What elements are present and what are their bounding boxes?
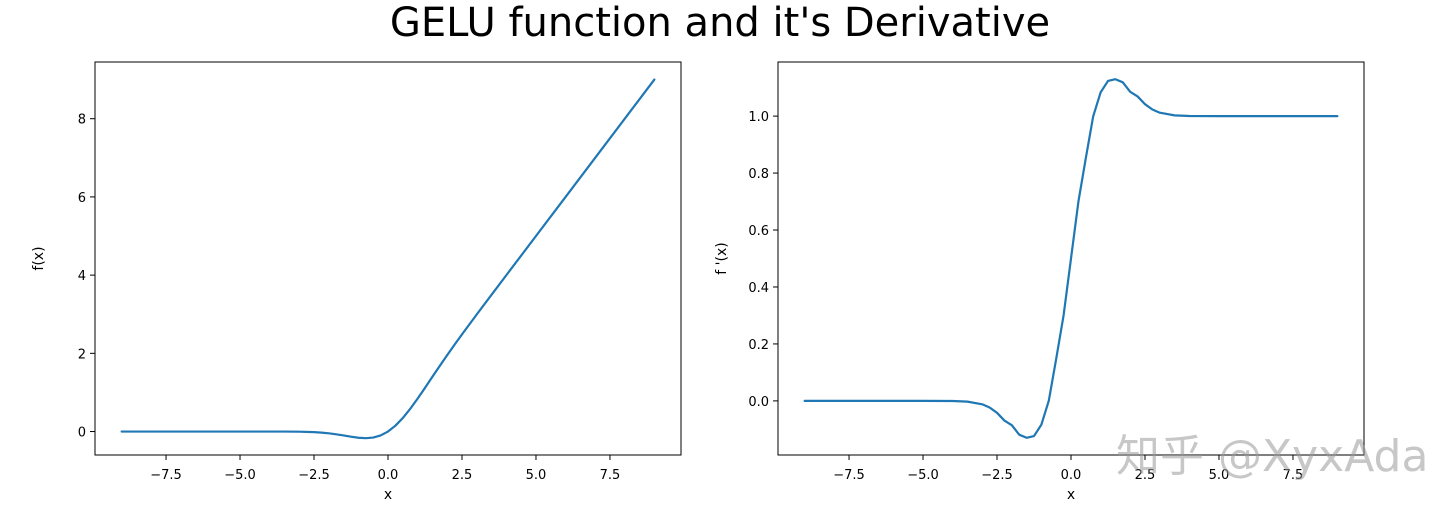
y-tick-label: 0.0 xyxy=(748,395,769,410)
y-axis-label: f '(x) xyxy=(714,242,730,274)
x-tick-label: −2.5 xyxy=(298,468,330,483)
gelu-derivative-chart: −7.5 −5.0 −2.5 0.0 2.5 5.0 7.5 0.0 0.2 0.4 0.6 0.8 1… xyxy=(714,61,1365,503)
x-axis-label: x xyxy=(1067,487,1075,503)
x-tick-label: 5.0 xyxy=(526,468,547,483)
y-tick-label: 2 xyxy=(78,347,86,362)
y-axis-label: f(x) xyxy=(31,246,47,270)
x-tick-label: 7.5 xyxy=(600,468,621,483)
x-tick-label: 0.0 xyxy=(1061,468,1082,483)
x-tick-label: −5.0 xyxy=(224,468,256,483)
y-tick-label: 0.6 xyxy=(748,224,769,239)
y-tick-label: 8 xyxy=(78,113,86,128)
y-tick-label: 0 xyxy=(78,426,86,441)
x-tick-label: −7.5 xyxy=(150,468,182,483)
series-line-0 xyxy=(120,78,656,440)
x-tick-label: −7.5 xyxy=(833,468,865,483)
x-axis-label: x xyxy=(384,487,392,503)
y-tick-label: 0.4 xyxy=(748,281,769,296)
x-tick-label: −5.0 xyxy=(907,468,939,483)
series-line-0 xyxy=(803,78,1339,439)
y-tick-label: 0.2 xyxy=(748,338,769,353)
x-tick-label: 0.0 xyxy=(378,468,399,483)
gelu-function-chart: −7.5 −5.0 −2.5 0.0 2.5 5.0 7.5 0 2 4 6 8 x f(x) xyxy=(31,61,682,503)
plot-frame xyxy=(94,61,682,456)
x-tick-label: −2.5 xyxy=(981,468,1013,483)
x-tick-label: 2.5 xyxy=(452,468,473,483)
watermark-text: 知乎 @XyxAda xyxy=(1116,431,1428,482)
x-tick-label: 7.5 xyxy=(1283,468,1304,483)
y-tick-label: 1.0 xyxy=(748,110,769,125)
figure-title: GELU function and it's Derivative xyxy=(390,0,1050,46)
y-tick-label: 6 xyxy=(78,191,86,206)
x-tick-label: 5.0 xyxy=(1209,468,1230,483)
x-tick-label: 2.5 xyxy=(1135,468,1156,483)
y-tick-label: 4 xyxy=(78,269,86,284)
y-tick-label: 0.8 xyxy=(748,167,769,182)
